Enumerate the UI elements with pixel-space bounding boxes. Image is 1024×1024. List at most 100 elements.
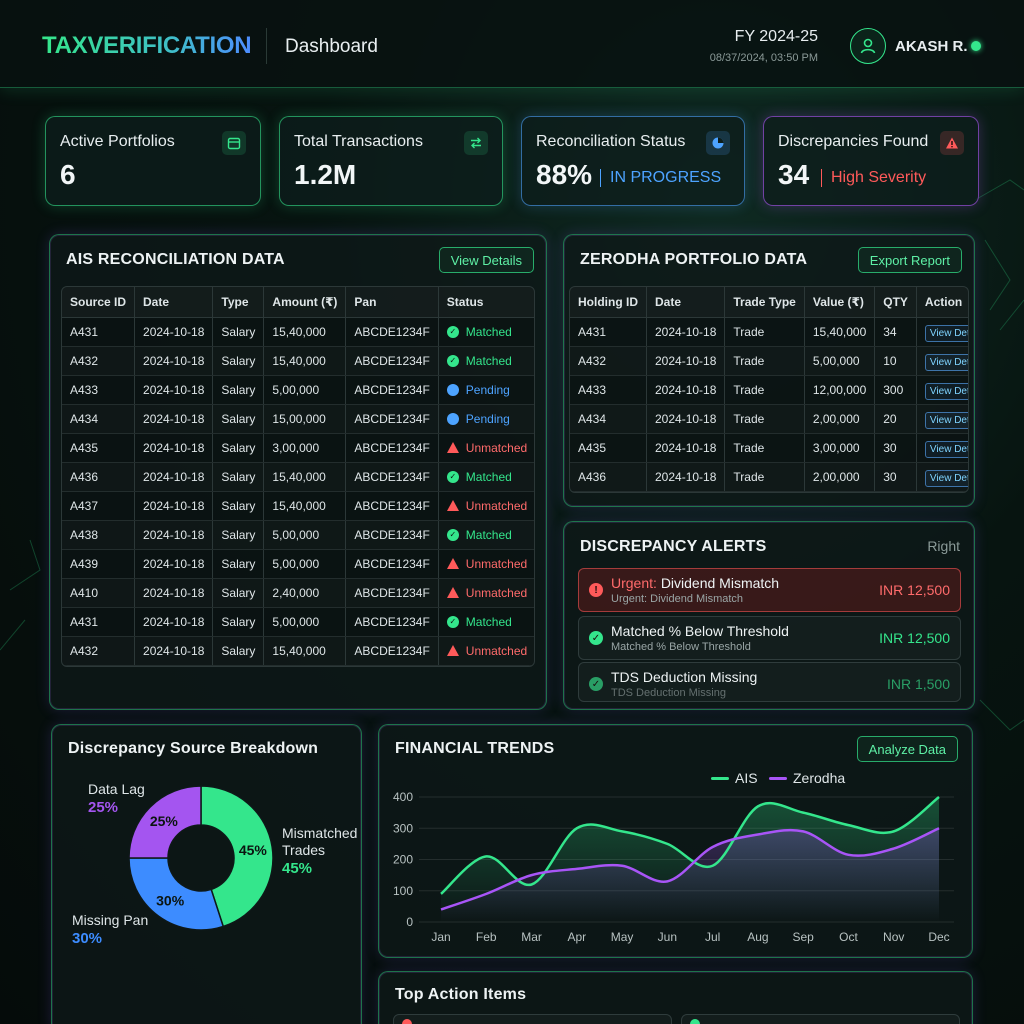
status-cell: ✓ Matched: [438, 462, 534, 492]
series-line-ais[interactable]: [440, 796, 940, 895]
x-tick-label: May: [611, 930, 634, 944]
column-header[interactable]: Amount (₹): [263, 287, 347, 318]
warning-icon: [446, 645, 459, 656]
status-text: Unmatched: [465, 556, 528, 571]
table-cell: ABCDE1234F: [345, 375, 439, 405]
warning-icon: [940, 131, 964, 155]
legend-percent-missing-pan: 30%: [72, 930, 103, 947]
x-tick-label: Aug: [747, 930, 768, 944]
action-item[interactable]: [681, 1014, 960, 1024]
table-cell: 5,00,000: [804, 346, 876, 376]
fiscal-year[interactable]: FY 2024-25: [734, 28, 818, 45]
view-details-button[interactable]: View Details: [924, 440, 968, 458]
alert-title-text: Dividend Mismatch: [660, 575, 780, 591]
table-cell: 2024-10-18: [134, 491, 214, 521]
legend-percent-mismatched: 45%: [282, 860, 313, 877]
column-header[interactable]: Action: [916, 287, 968, 318]
page-title: Dashboard: [285, 36, 378, 57]
table-cell: 34: [874, 317, 917, 347]
alert-subtitle: TDS Deduction Missing: [611, 687, 726, 699]
user-icon: [860, 38, 876, 54]
check-circle-icon: ✓: [446, 615, 459, 628]
user-name[interactable]: AKASH R.: [895, 38, 968, 55]
column-header[interactable]: Value (₹): [804, 287, 876, 318]
table-row[interactable]: A433 2024-10-18 Salary 5,00,000 ABCDE1234F Pe…: [62, 375, 534, 405]
stat-card-reconciliation-status[interactable]: Reconciliation Status 88% IN PROGRESS: [521, 116, 745, 206]
column-header[interactable]: Date: [646, 287, 726, 318]
table-row[interactable]: A432 2024-10-18 Salary 15,40,000 ABCDE1234F ✓…: [62, 346, 534, 376]
stat-value: 88%: [536, 159, 593, 190]
stat-card-discrepancies-found[interactable]: Discrepancies Found 34 High Severity: [763, 116, 979, 206]
table-cell: Salary: [212, 433, 265, 463]
analyze-data-button[interactable]: Analyze Data: [856, 736, 958, 762]
table-row[interactable]: A434 2024-10-18 Salary 15,00,000 ABCDE1234F P…: [62, 404, 534, 434]
legend-ais[interactable]: AIS: [711, 770, 758, 786]
column-header[interactable]: Date: [134, 287, 214, 318]
column-header[interactable]: Source ID: [62, 287, 136, 318]
table-row[interactable]: A436 2024-10-18 Salary 15,40,000 ABCDE1234F ✓…: [62, 462, 534, 492]
view-details-button[interactable]: View Details: [924, 324, 968, 342]
table-row[interactable]: A437 2024-10-18 Salary 15,40,000 ABCDE1234F U…: [62, 491, 534, 521]
view-details-button[interactable]: View Details: [924, 353, 968, 371]
status-text: Unmatched: [465, 498, 528, 513]
y-tick-label: 200: [393, 853, 413, 867]
view-details-button[interactable]: View Details: [924, 382, 968, 400]
user-avatar[interactable]: [850, 28, 886, 64]
x-tick-label: Oct: [839, 930, 858, 944]
table-row[interactable]: A410 2024-10-18 Salary 2,40,000 ABCDE1234F Un…: [62, 578, 534, 608]
table-row[interactable]: A439 2024-10-18 Salary 5,00,000 ABCDE1234F Un…: [62, 549, 534, 579]
x-tick-label: Dec: [928, 930, 949, 944]
table-cell: 15,40,000: [263, 317, 347, 347]
pending-dot-icon: [446, 412, 459, 425]
series-line-zerodha[interactable]: [440, 827, 940, 911]
table-row[interactable]: A435 2024-10-18 Salary 3,00,000 ABCDE1234F Un…: [62, 433, 534, 463]
alert-item[interactable]: ! Urgent: Dividend Mismatch Urgent: Divi…: [578, 568, 961, 612]
check-circle-icon: ✓: [589, 631, 603, 645]
stat-card-total-transactions[interactable]: Total Transactions 1.2M: [279, 116, 503, 206]
table-cell: ABCDE1234F: [345, 433, 439, 463]
table-row[interactable]: A438 2024-10-18 Salary 5,00,000 ABCDE1234F ✓ M…: [62, 520, 534, 550]
action-item[interactable]: [393, 1014, 672, 1024]
severity-badge: High Severity: [831, 169, 927, 186]
donut-slice-1[interactable]: [128, 857, 225, 931]
table-cell: ABCDE1234F: [345, 607, 439, 637]
alerts-corner-label[interactable]: Right: [927, 538, 960, 554]
alert-item[interactable]: ✓ Matched % Below Threshold Matched % Be…: [578, 616, 961, 660]
export-report-button[interactable]: Export Report: [857, 247, 962, 273]
column-header[interactable]: Holding ID: [570, 287, 647, 318]
column-header[interactable]: Pan: [345, 287, 439, 318]
table-cell: 2,40,000: [263, 578, 347, 608]
table-cell: 5,00,000: [263, 549, 347, 579]
donut-slice-2[interactable]: [128, 785, 202, 859]
view-details-button[interactable]: View Details: [438, 247, 534, 273]
donut-slice-0[interactable]: [200, 785, 274, 928]
view-details-button[interactable]: View Details: [924, 411, 968, 429]
app-logo[interactable]: TAXVERIFICATION: [42, 32, 252, 59]
alert-item[interactable]: ✓ TDS Deduction Missing TDS Deduction Mi…: [578, 662, 961, 702]
column-header[interactable]: Trade Type: [724, 287, 805, 318]
table-row[interactable]: A431 2024-10-18 Salary 15,40,000 ABCDE1234F ✓…: [62, 317, 534, 347]
table-row[interactable]: A431 2024-10-18 Salary 5,00,000 ABCDE1234F ✓ M…: [62, 607, 534, 637]
table-cell: A410: [62, 578, 136, 608]
table-cell: Trade: [724, 433, 805, 463]
column-header[interactable]: QTY: [874, 287, 917, 318]
check-circle-icon: ✓: [446, 354, 459, 367]
y-tick-label: 100: [393, 884, 413, 898]
column-header[interactable]: Status: [438, 287, 534, 318]
stat-card-active-portfolios[interactable]: Active Portfolios 6: [45, 116, 261, 206]
status-cell: Unmatched: [438, 636, 534, 666]
table-cell: 2024-10-18: [134, 346, 214, 376]
status-cell: Pending: [438, 375, 534, 405]
table-cell: A431: [62, 607, 136, 637]
stat-value: 1.2M: [294, 159, 357, 190]
legend-zerodha[interactable]: Zerodha: [769, 770, 845, 786]
column-header[interactable]: Type: [212, 287, 265, 318]
view-details-button[interactable]: View Details: [924, 469, 968, 487]
table-row[interactable]: A432 2024-10-18 Salary 15,40,000 ABCDE1234F U…: [62, 636, 534, 666]
